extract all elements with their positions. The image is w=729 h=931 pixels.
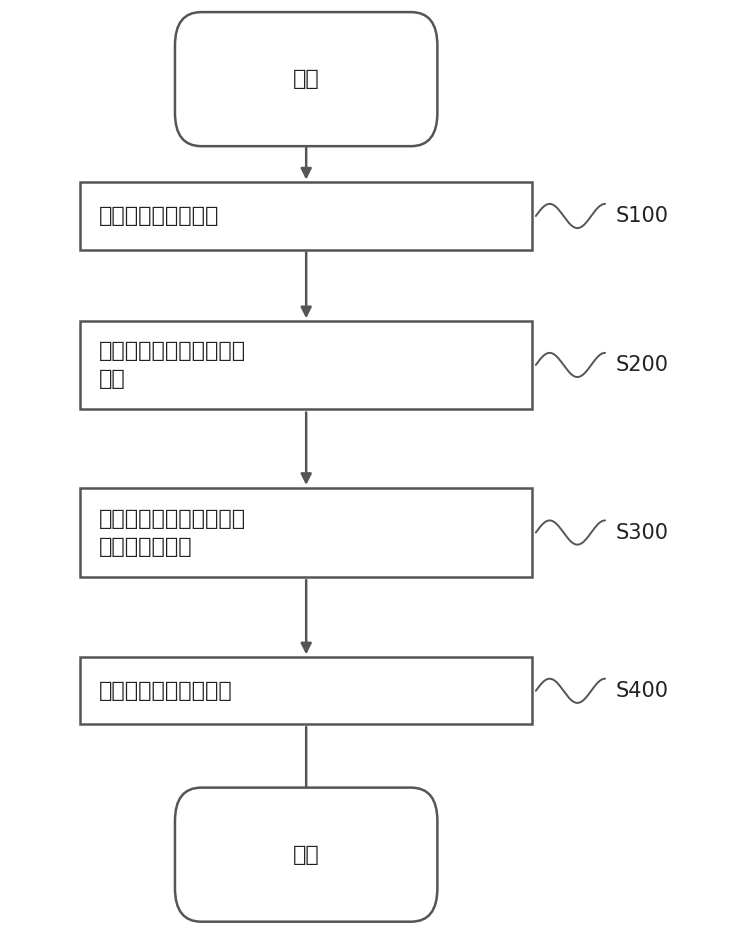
- Text: S400: S400: [616, 681, 669, 701]
- Text: 结束: 结束: [293, 844, 319, 865]
- FancyBboxPatch shape: [175, 788, 437, 922]
- Bar: [80, 182, 532, 250]
- Bar: [80, 488, 532, 576]
- Text: 开始: 开始: [293, 69, 319, 89]
- Text: 两相邻钢拱架中间区域喷
混作业轨迹规划: 两相邻钢拱架中间区域喷 混作业轨迹规划: [98, 508, 246, 557]
- Text: S100: S100: [616, 206, 669, 226]
- Bar: [80, 320, 532, 410]
- Text: 输出喷混作业规划轨迹: 输出喷混作业规划轨迹: [98, 681, 232, 701]
- Text: 钢拱架空间位置检测: 钢拱架空间位置检测: [98, 206, 219, 226]
- Bar: [80, 657, 532, 724]
- Text: S300: S300: [616, 522, 669, 543]
- FancyBboxPatch shape: [175, 12, 437, 146]
- Text: S200: S200: [616, 355, 669, 375]
- Text: 钢拱架侧面喷混作业轨迹
规划: 钢拱架侧面喷混作业轨迹 规划: [98, 341, 246, 389]
